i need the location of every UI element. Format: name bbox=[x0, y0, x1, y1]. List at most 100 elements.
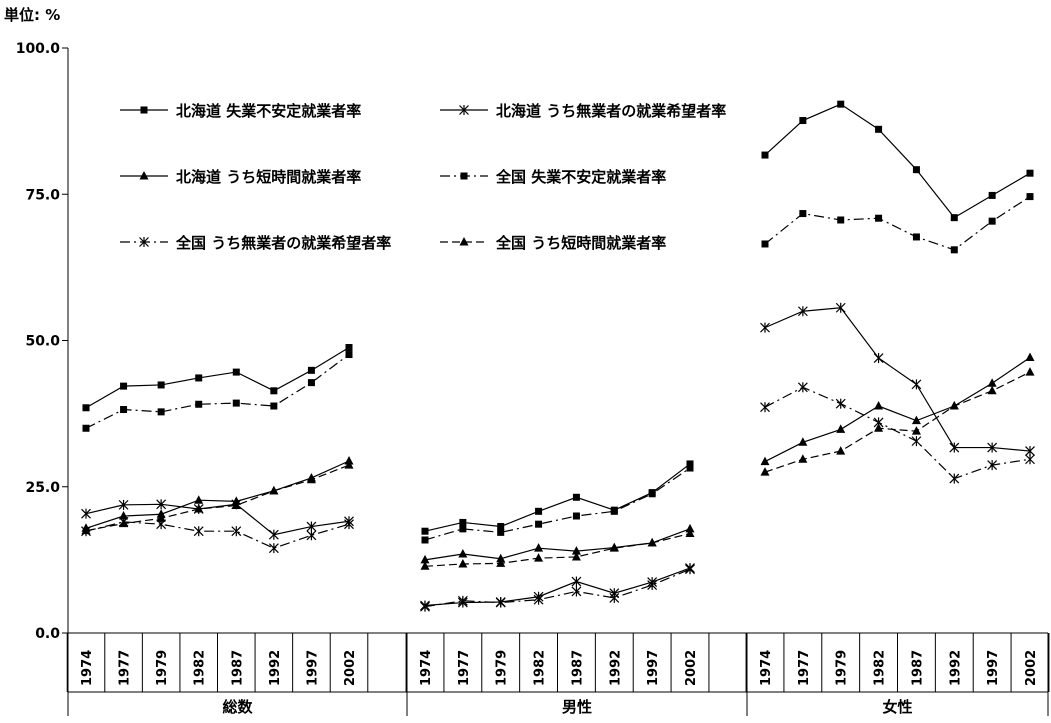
data-point bbox=[571, 576, 582, 587]
data-point bbox=[307, 366, 315, 374]
data-point bbox=[837, 100, 845, 108]
data-point bbox=[495, 597, 506, 608]
data-point bbox=[534, 543, 544, 552]
series-4 bbox=[82, 193, 1034, 544]
data-point bbox=[1026, 193, 1034, 201]
data-point bbox=[81, 525, 91, 535]
series-line bbox=[424, 532, 691, 567]
legend-label: 北海道 うち短時間就業者率 bbox=[176, 168, 361, 186]
data-point bbox=[950, 214, 958, 222]
data-point bbox=[535, 507, 543, 515]
data-point bbox=[797, 306, 808, 317]
data-point bbox=[119, 511, 129, 520]
data-point bbox=[798, 454, 808, 463]
y-tick-label: 0.0 bbox=[35, 626, 60, 642]
x-tick-label: 1979 bbox=[495, 650, 510, 686]
series-6 bbox=[81, 367, 1035, 570]
data-point bbox=[497, 523, 505, 531]
data-point bbox=[1025, 454, 1035, 465]
x-tick-label: 2002 bbox=[1024, 650, 1039, 686]
x-tick-label: 1974 bbox=[80, 650, 95, 686]
series-5 bbox=[81, 382, 1035, 612]
data-point bbox=[269, 485, 279, 495]
series-line bbox=[85, 347, 350, 409]
series-line bbox=[764, 386, 1031, 480]
series-1 bbox=[82, 100, 1034, 535]
data-point bbox=[874, 423, 884, 432]
data-point bbox=[797, 382, 808, 393]
data-point bbox=[761, 240, 769, 248]
x-tick-label: 1977 bbox=[118, 650, 133, 686]
data-point bbox=[873, 353, 884, 364]
x-tick-label: 2002 bbox=[684, 650, 699, 686]
data-point bbox=[949, 442, 960, 453]
series-line bbox=[764, 196, 1031, 251]
series-2 bbox=[81, 302, 1035, 611]
data-point bbox=[157, 381, 165, 389]
data-point bbox=[647, 580, 658, 591]
data-point bbox=[420, 561, 430, 570]
data-point bbox=[533, 594, 544, 605]
series-line bbox=[85, 460, 350, 529]
data-point bbox=[421, 536, 429, 544]
x-tick-label: 1997 bbox=[646, 650, 661, 686]
legend-item: 全国 失業不安定就業者率 bbox=[440, 168, 666, 186]
data-point bbox=[685, 528, 695, 538]
series-line bbox=[764, 356, 1031, 463]
data-point bbox=[911, 415, 921, 425]
data-point bbox=[911, 379, 922, 390]
x-tick-label: 1982 bbox=[193, 650, 208, 686]
data-point bbox=[231, 526, 242, 537]
series-line bbox=[85, 354, 350, 429]
data-point bbox=[157, 408, 165, 416]
data-point bbox=[534, 553, 544, 562]
group-label: 男性 bbox=[562, 698, 592, 716]
x-tick-label: 1982 bbox=[533, 650, 548, 686]
legend-marker bbox=[459, 237, 469, 246]
legend-item: 全国 うち無業者の就業希望者率 bbox=[120, 234, 391, 252]
data-point bbox=[497, 528, 505, 536]
data-point bbox=[987, 442, 998, 453]
unit-label: 単位: % bbox=[4, 6, 61, 24]
data-point bbox=[82, 404, 90, 412]
x-tick-label: 1992 bbox=[948, 650, 963, 686]
data-point bbox=[156, 513, 166, 522]
y-tick-label: 100.0 bbox=[16, 41, 61, 57]
data-point bbox=[911, 436, 922, 447]
x-tick-label: 1974 bbox=[759, 650, 774, 686]
data-point bbox=[686, 464, 694, 472]
data-point bbox=[345, 351, 353, 359]
legend-label: 北海道 失業不安定就業者率 bbox=[176, 102, 361, 120]
data-point bbox=[306, 474, 316, 484]
series-line bbox=[764, 307, 1031, 452]
y-tick-label: 75.0 bbox=[25, 187, 60, 203]
x-tick-label: 1979 bbox=[155, 650, 170, 686]
axes bbox=[67, 48, 1048, 634]
data-point bbox=[875, 214, 883, 222]
series-line bbox=[424, 463, 691, 532]
data-point bbox=[420, 554, 430, 564]
x-tick-label: 1987 bbox=[570, 650, 585, 686]
legend-item: 北海道 うち無業者の就業希望者率 bbox=[440, 102, 726, 120]
legend-label: 北海道 うち無業者の就業希望者率 bbox=[496, 102, 726, 120]
data-point bbox=[760, 467, 770, 476]
data-point bbox=[420, 601, 430, 612]
data-point bbox=[836, 446, 846, 455]
data-point bbox=[988, 217, 996, 225]
series-line bbox=[424, 467, 691, 541]
legend-label: 全国 失業不安定就業者率 bbox=[495, 168, 666, 186]
data-point bbox=[760, 322, 770, 333]
data-point bbox=[912, 233, 920, 241]
data-point bbox=[987, 378, 997, 387]
data-point bbox=[572, 512, 580, 520]
data-point bbox=[231, 500, 241, 509]
series-lines bbox=[81, 100, 1035, 612]
data-point bbox=[610, 507, 618, 515]
data-point bbox=[156, 499, 167, 510]
legend-marker bbox=[139, 237, 149, 247]
data-point bbox=[535, 520, 543, 528]
data-point bbox=[837, 216, 845, 224]
x-tick-label: 2002 bbox=[343, 650, 358, 686]
